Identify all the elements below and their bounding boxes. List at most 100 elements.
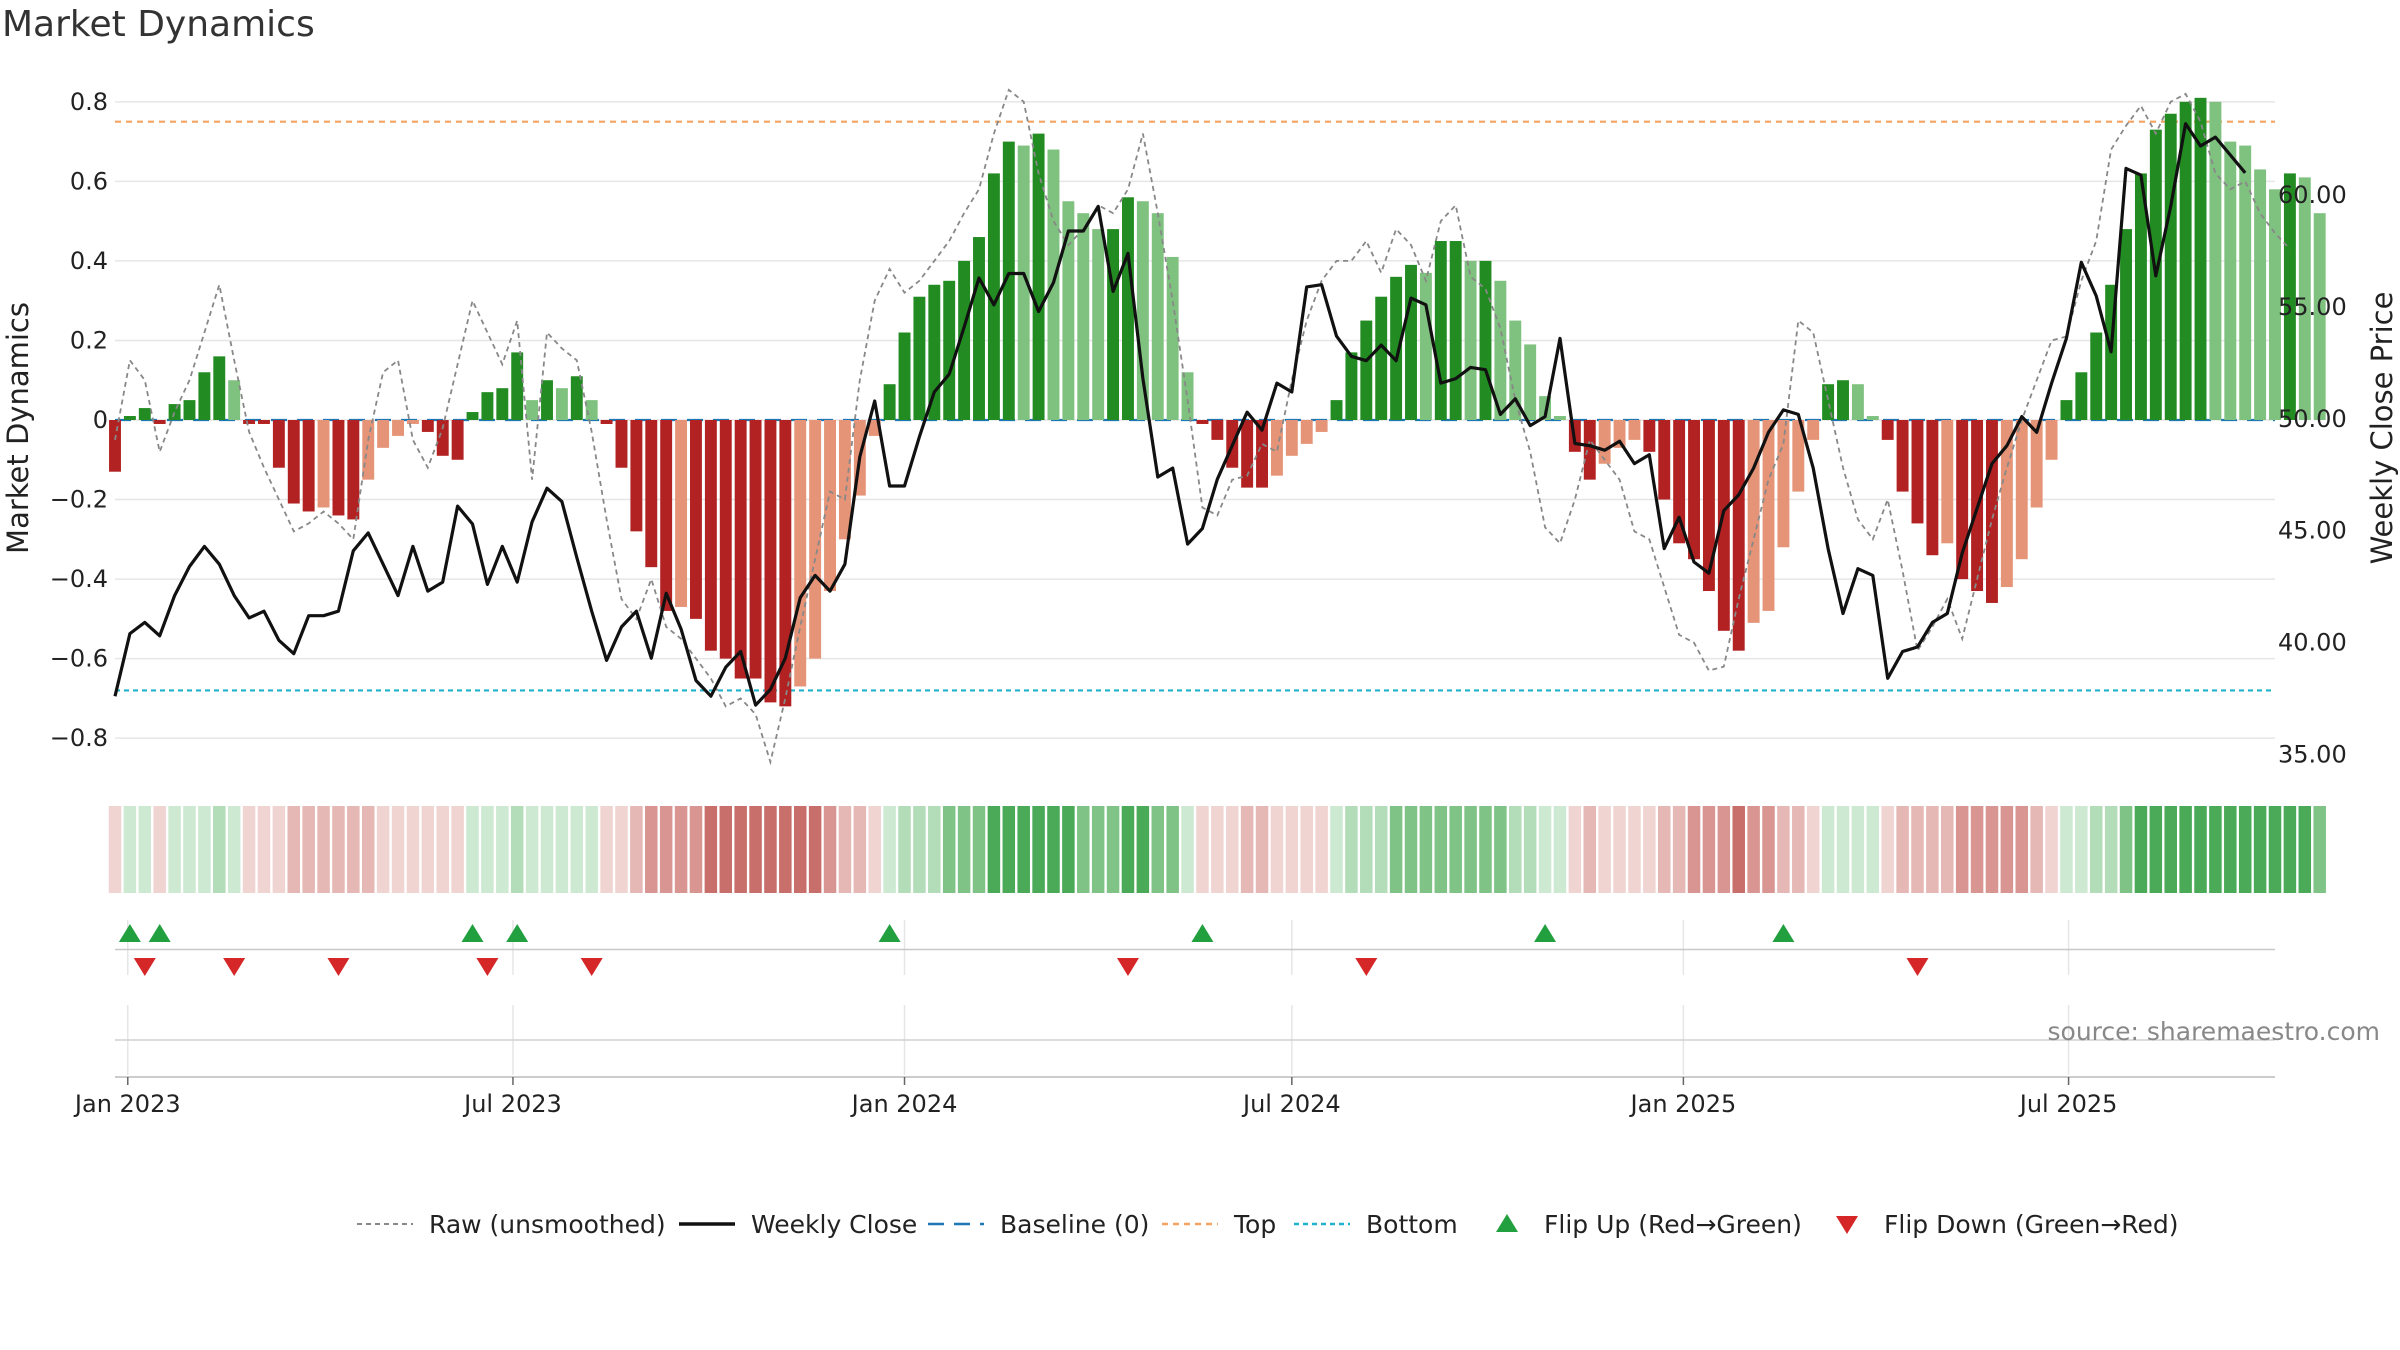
momentum-bar bbox=[1032, 133, 1045, 421]
heat-cell bbox=[1032, 806, 1045, 893]
momentum-bar bbox=[2030, 420, 2043, 508]
heat-cell bbox=[823, 806, 837, 893]
heat-cell bbox=[1196, 806, 1209, 893]
legend-item-flipup: Flip Up (Red→Green) bbox=[1496, 1210, 1802, 1239]
heat-cell bbox=[1955, 806, 1969, 893]
momentum-bar bbox=[1181, 372, 1194, 420]
momentum-bar bbox=[570, 376, 583, 420]
y-tick-label-right: 50.00 bbox=[2278, 405, 2347, 433]
momentum-bar bbox=[690, 420, 702, 619]
heat-cell bbox=[2000, 806, 2014, 893]
heat-cell bbox=[1062, 806, 1075, 893]
momentum-bar bbox=[719, 420, 732, 659]
flip-up-marker bbox=[118, 924, 141, 942]
heat-cell bbox=[2194, 806, 2207, 893]
momentum-bar bbox=[2015, 420, 2028, 560]
flip-markers-panel bbox=[115, 920, 2275, 976]
momentum-bar bbox=[1598, 420, 1611, 464]
momentum-bar bbox=[213, 356, 226, 420]
momentum-bar bbox=[883, 384, 896, 420]
heat-cell bbox=[1091, 806, 1105, 893]
momentum-bar bbox=[1449, 241, 1462, 420]
heat-cell bbox=[764, 806, 777, 893]
momentum-bar bbox=[660, 420, 673, 611]
legend-item-close: Weekly Close bbox=[679, 1210, 917, 1239]
momentum-bar bbox=[1658, 420, 1671, 500]
momentum-bar bbox=[764, 420, 777, 703]
heat-cell bbox=[1806, 806, 1820, 893]
x-tick-label: Jan 2024 bbox=[850, 1090, 958, 1118]
heat-cell bbox=[361, 806, 375, 893]
heat-cell bbox=[913, 806, 926, 893]
legend-item-raw: Raw (unsmoothed) bbox=[357, 1210, 666, 1239]
momentum-bar bbox=[496, 388, 509, 420]
heat-cell bbox=[972, 806, 986, 893]
heat-cell bbox=[1330, 806, 1343, 893]
momentum-bar bbox=[987, 173, 1000, 420]
legend-item-bottom: Bottom bbox=[1294, 1210, 1458, 1239]
heat-cell bbox=[2164, 806, 2177, 893]
flip-up-marker bbox=[1534, 924, 1557, 942]
momentum-bar bbox=[1762, 420, 1775, 611]
momentum-bar bbox=[1107, 229, 1120, 420]
momentum-bar bbox=[1941, 420, 1954, 544]
momentum-bar bbox=[794, 420, 807, 687]
flip-up-marker bbox=[461, 924, 484, 942]
momentum-bar bbox=[1211, 420, 1224, 440]
heat-cell bbox=[2060, 806, 2073, 893]
heat-cell bbox=[138, 806, 152, 893]
heat-cell bbox=[734, 806, 747, 893]
momentum-bar bbox=[809, 420, 822, 659]
heat-cell bbox=[645, 806, 658, 893]
flip-down-marker bbox=[327, 958, 350, 976]
momentum-bar bbox=[1419, 272, 1432, 420]
heat-cell bbox=[1255, 806, 1269, 893]
heat-cell bbox=[928, 806, 941, 893]
heat-cell bbox=[540, 806, 554, 893]
heat-cell bbox=[227, 806, 241, 893]
x-axis-ticks: Jan 2023 Jul 2023 Jan 2024 Jul 2024 Jan 2025… bbox=[73, 1077, 2117, 1118]
momentum-bar bbox=[168, 404, 181, 420]
heat-cell bbox=[1523, 806, 1537, 893]
momentum-bar bbox=[1911, 420, 1924, 524]
heat-cell bbox=[1851, 806, 1865, 893]
momentum-bar bbox=[1434, 241, 1447, 420]
momentum-bar bbox=[2164, 113, 2177, 420]
momentum-bar bbox=[779, 420, 792, 707]
heat-cell bbox=[1717, 806, 1731, 893]
heat-cell bbox=[838, 806, 852, 893]
momentum-bar bbox=[1554, 416, 1566, 420]
momentum-bar bbox=[243, 420, 256, 424]
legend-label: Bottom bbox=[1366, 1210, 1458, 1239]
x-tick-label: Jan 2025 bbox=[1629, 1090, 1737, 1118]
momentum-bar bbox=[1092, 229, 1105, 420]
heat-cell bbox=[1970, 806, 1984, 893]
heat-cell bbox=[510, 806, 524, 893]
heat-cell bbox=[883, 806, 896, 893]
heat-cell bbox=[481, 806, 494, 893]
heat-cell bbox=[2209, 806, 2222, 893]
heat-cell bbox=[1568, 806, 1582, 893]
heat-cell bbox=[1792, 806, 1805, 893]
momentum-bar bbox=[585, 400, 598, 420]
heat-cell bbox=[704, 806, 718, 893]
heat-cell bbox=[466, 806, 479, 893]
heat-cell bbox=[585, 806, 598, 893]
heat-cell bbox=[2119, 806, 2133, 893]
momentum-bar bbox=[704, 420, 717, 651]
heat-cell bbox=[987, 806, 1001, 893]
momentum-bar bbox=[347, 420, 360, 520]
heat-cell bbox=[2253, 806, 2267, 893]
momentum-bar bbox=[511, 352, 524, 420]
heat-cell bbox=[421, 806, 435, 893]
heat-cell bbox=[779, 806, 792, 893]
y-tick-label-left: 0 bbox=[93, 406, 108, 434]
heat-cell bbox=[719, 806, 733, 893]
momentum-bar bbox=[153, 420, 166, 424]
heat-cell bbox=[525, 806, 539, 893]
legend-label: Baseline (0) bbox=[1000, 1210, 1149, 1239]
momentum-bar bbox=[868, 420, 881, 436]
heat-cell bbox=[1687, 806, 1701, 893]
axes: −0.8 −0.6 −0.4 −0.2 0 0.2 0.4 0.6 0.8 35.00 40.00 4… bbox=[50, 88, 2347, 769]
y-tick-label-left: −0.6 bbox=[50, 645, 108, 673]
